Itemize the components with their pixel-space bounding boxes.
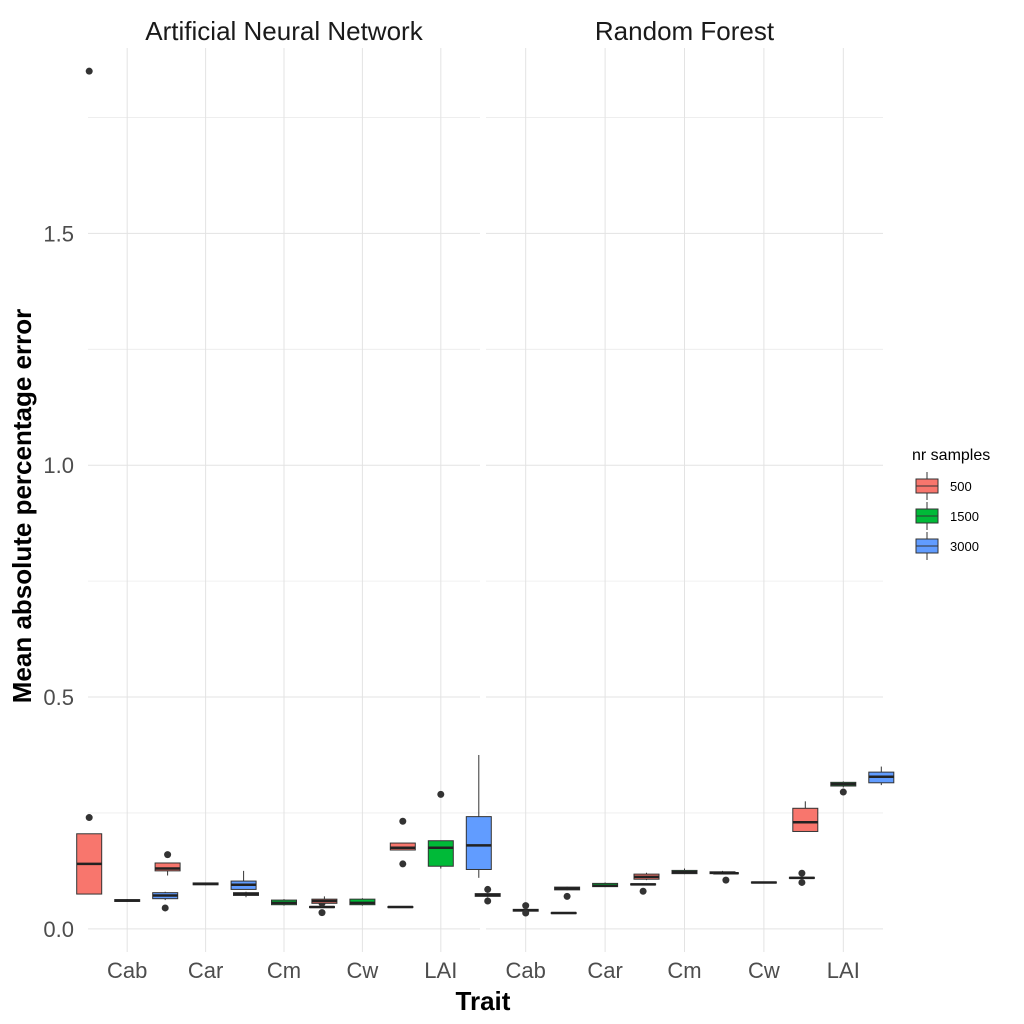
outlier-point <box>85 67 93 75</box>
box-lai-3000 <box>465 754 492 878</box>
box-cm-1500 <box>671 868 698 875</box>
legend-label: 1500 <box>950 509 979 524</box>
x-tick-label: LAI <box>827 958 860 983</box>
x-tick-label: Cm <box>667 958 701 983</box>
x-tick-label: Cm <box>267 958 301 983</box>
box-cw-500 <box>712 871 739 884</box>
y-axis: 0.0 0.5 1.0 1.5 <box>43 221 74 941</box>
box-body <box>154 862 181 872</box>
box-lai-1500 <box>427 790 454 869</box>
box-cm-1500 <box>271 899 297 906</box>
facet-panel: Random Forest Cab Car Cm Cw LAI <box>474 16 895 983</box>
outlier-point <box>85 814 93 822</box>
legend-title: nr samples <box>912 447 990 464</box>
y-tick-label: 1.0 <box>43 453 74 478</box>
x-tick-label: Cab <box>107 958 147 983</box>
outlier-point <box>722 876 730 884</box>
x-tick-label: Cw <box>748 958 780 983</box>
box-car-3000 <box>630 883 657 895</box>
legend-item-3000: 3000 <box>915 532 979 560</box>
y-tick-label: 0.0 <box>43 917 74 942</box>
box-cm-500 <box>633 872 660 881</box>
box-cab-3000 <box>152 891 179 912</box>
box-cw-3000 <box>788 869 815 886</box>
x-axis-title: Trait <box>456 986 511 1016</box>
x-tick-label: Car <box>587 958 622 983</box>
x-tick-label: Cw <box>347 958 379 983</box>
outlier-point <box>399 817 407 825</box>
outlier-point <box>437 790 445 798</box>
facet-title: Random Forest <box>595 16 775 46</box>
box-body <box>792 807 819 832</box>
legend: nr samples 500 1500 3000 <box>912 447 990 560</box>
box-lai-500 <box>389 817 416 868</box>
box-cab-1500 <box>114 899 141 902</box>
legend-label: 500 <box>950 479 972 494</box>
outlier-point <box>484 885 492 893</box>
box-cab-3000 <box>550 911 577 915</box>
outlier-point <box>839 788 847 796</box>
x-tick-label: LAI <box>424 958 457 983</box>
facet-panel: Artificial Neural Network Cab Car Cm Cw LAI <box>76 16 492 983</box>
box-body <box>427 840 454 867</box>
box-cab-1500 <box>512 902 539 917</box>
x-tick-label: Cab <box>506 958 546 983</box>
box-car-1500 <box>192 882 219 886</box>
y-axis-title: Mean absolute percentage error <box>7 309 37 703</box>
legend-item-500: 500 <box>915 472 972 500</box>
box-car-3000 <box>230 870 257 890</box>
box-car-1500 <box>592 882 619 888</box>
outlier-point <box>798 869 806 877</box>
outlier-point <box>318 909 326 917</box>
outlier-point <box>161 904 169 912</box>
legend-item-1500: 1500 <box>915 502 979 530</box>
box-cab-500 <box>474 885 501 905</box>
box-cab-500 <box>76 67 103 895</box>
box-lai-3000 <box>868 766 895 786</box>
outlier-point <box>563 892 571 900</box>
outlier-point <box>522 909 530 917</box>
box-car-500 <box>154 851 181 876</box>
y-tick-label: 0.5 <box>43 685 74 710</box>
outlier-point <box>522 902 530 910</box>
box-cw-3000 <box>387 905 414 909</box>
outlier-point <box>484 897 492 905</box>
outlier-point <box>798 878 806 886</box>
box-cm-500 <box>233 891 259 898</box>
box-body <box>465 816 492 870</box>
box-lai-1500 <box>830 781 857 796</box>
y-tick-label: 1.5 <box>43 221 74 246</box>
box-car-500 <box>554 886 581 900</box>
outlier-point <box>639 887 647 895</box>
outlier-point <box>164 851 172 859</box>
x-tick-label: Car <box>188 958 223 983</box>
box-cw-500 <box>311 896 338 905</box>
box-lai-500 <box>792 801 819 832</box>
facet-title: Artificial Neural Network <box>145 16 423 46</box>
box-cw-1500 <box>750 881 777 884</box>
legend-label: 3000 <box>950 539 979 554</box>
outlier-point <box>399 860 407 868</box>
box-cw-1500 <box>349 898 376 906</box>
